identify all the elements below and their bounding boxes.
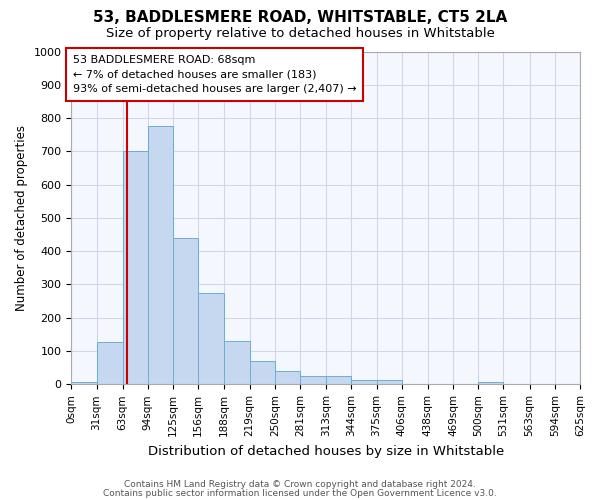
Text: 53 BADDLESMERE ROAD: 68sqm
← 7% of detached houses are smaller (183)
93% of semi: 53 BADDLESMERE ROAD: 68sqm ← 7% of detac… [73, 55, 356, 94]
Bar [377, 380, 402, 384]
Bar [224, 341, 250, 384]
Bar [198, 293, 224, 384]
Bar [326, 376, 351, 384]
Bar [122, 152, 148, 384]
Y-axis label: Number of detached properties: Number of detached properties [15, 125, 28, 311]
Text: Size of property relative to detached houses in Whitstable: Size of property relative to detached ho… [106, 28, 494, 40]
Bar [351, 380, 377, 384]
Bar [71, 382, 97, 384]
Text: Contains HM Land Registry data © Crown copyright and database right 2024.: Contains HM Land Registry data © Crown c… [124, 480, 476, 489]
Bar [478, 382, 503, 384]
Bar [300, 376, 326, 384]
Bar [275, 371, 300, 384]
Bar [250, 361, 275, 384]
X-axis label: Distribution of detached houses by size in Whitstable: Distribution of detached houses by size … [148, 444, 504, 458]
Bar [97, 342, 122, 384]
Bar [173, 238, 198, 384]
Text: Contains public sector information licensed under the Open Government Licence v3: Contains public sector information licen… [103, 490, 497, 498]
Bar [148, 126, 173, 384]
Text: 53, BADDLESMERE ROAD, WHITSTABLE, CT5 2LA: 53, BADDLESMERE ROAD, WHITSTABLE, CT5 2L… [93, 10, 507, 25]
